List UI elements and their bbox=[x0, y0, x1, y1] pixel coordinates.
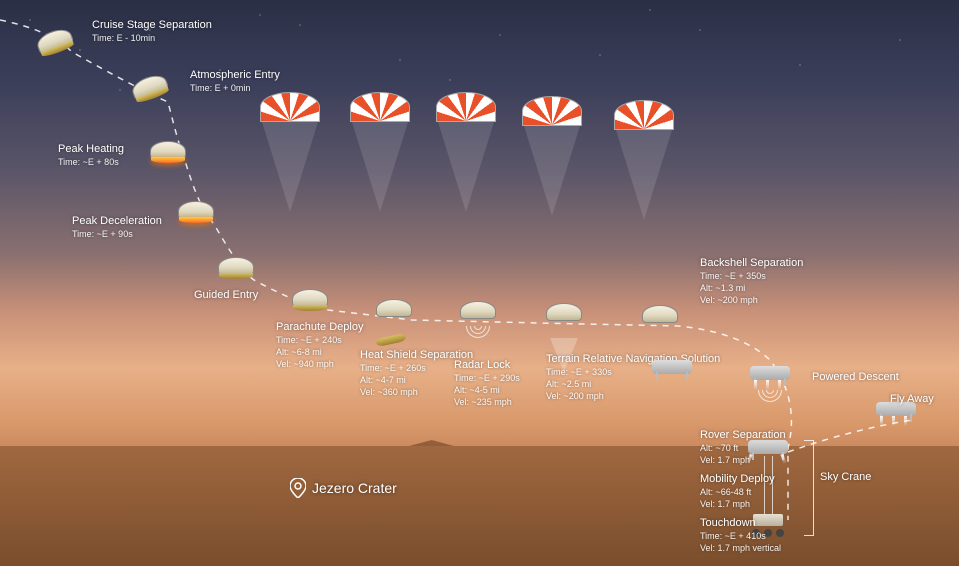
stage-detail: Alt: ~4-5 mi bbox=[454, 385, 520, 397]
stage-title: Guided Entry bbox=[194, 288, 258, 302]
stage-detail: Vel: ~940 mph bbox=[276, 359, 363, 371]
parachute-icon bbox=[260, 92, 320, 212]
stage-detail: Time: ~E + 350s bbox=[700, 271, 803, 283]
stage-detail: Vel: ~235 mph bbox=[454, 397, 520, 409]
stage-detail: Time: ~E + 410s bbox=[700, 531, 781, 543]
stage-label-chute: Parachute DeployTime: ~E + 240sAlt: ~6-8… bbox=[276, 320, 363, 370]
stage-title: Fly Away bbox=[890, 392, 934, 406]
stage-title: Peak Heating bbox=[58, 142, 124, 156]
capsule-icon bbox=[150, 141, 186, 163]
parachute-icon bbox=[350, 92, 410, 212]
stage-title: Backshell Separation bbox=[700, 256, 803, 270]
capsule-icon bbox=[376, 299, 412, 321]
lander-icon bbox=[650, 360, 694, 384]
stage-detail: Alt: ~70 ft bbox=[700, 443, 786, 455]
stage-label-roversep: Rover SeparationAlt: ~70 ftVel: 1.7 mph bbox=[700, 428, 786, 467]
stage-title: Radar Lock bbox=[454, 358, 520, 372]
stage-detail: Vel: 1.7 mph bbox=[700, 499, 775, 511]
stage-label-radar: Radar LockTime: ~E + 290sAlt: ~4-5 miVel… bbox=[454, 358, 520, 408]
stage-label-mobility: Mobility DeployAlt: ~66-48 ftVel: 1.7 mp… bbox=[700, 472, 775, 511]
stage-title: Powered Descent bbox=[812, 370, 899, 384]
stage-title: Peak Deceleration bbox=[72, 214, 162, 228]
stage-label-peakdec: Peak DecelerationTime: ~E + 90s bbox=[72, 214, 162, 241]
stage-title: Mobility Deploy bbox=[700, 472, 775, 486]
stage-label-flyaway: Fly Away bbox=[890, 392, 934, 407]
stage-detail: Vel: 1.7 mph bbox=[700, 455, 786, 467]
stage-detail: Alt: ~6-8 mi bbox=[276, 347, 363, 359]
stage-detail: Vel: ~200 mph bbox=[546, 391, 720, 403]
stage-label-entry: Atmospheric EntryTime: E + 0min bbox=[190, 68, 280, 95]
stage-detail: Time: ~E + 90s bbox=[72, 229, 162, 241]
skycrane-bracket bbox=[804, 440, 814, 536]
parachute-icon bbox=[436, 92, 496, 212]
radar-waves-icon bbox=[466, 326, 490, 342]
radar-waves-icon bbox=[758, 390, 782, 406]
stage-detail: Alt: ~1.3 mi bbox=[700, 283, 803, 295]
stage-label-guided: Guided Entry bbox=[194, 288, 258, 303]
stage-title: Atmospheric Entry bbox=[190, 68, 280, 82]
stage-label-cruise: Cruise Stage SeparationTime: E - 10min bbox=[92, 18, 212, 45]
stage-label-powered: Powered Descent bbox=[812, 370, 899, 385]
stage-label-trn: Terrain Relative Navigation SolutionTime… bbox=[546, 352, 720, 402]
capsule-icon bbox=[292, 289, 328, 311]
location-label: Jezero Crater bbox=[312, 480, 397, 496]
stage-label-skycrane: Sky Crane bbox=[820, 470, 871, 485]
parachute-icon bbox=[522, 96, 582, 216]
stage-title: Terrain Relative Navigation Solution bbox=[546, 352, 720, 366]
stage-detail: Alt: ~2.5 mi bbox=[546, 379, 720, 391]
capsule-icon bbox=[178, 201, 214, 223]
location-marker: Jezero Crater bbox=[290, 478, 397, 498]
map-pin-icon bbox=[290, 478, 306, 498]
stage-title: Rover Separation bbox=[700, 428, 786, 442]
stage-label-backsep: Backshell SeparationTime: ~E + 350sAlt: … bbox=[700, 256, 803, 306]
capsule-icon bbox=[546, 303, 582, 325]
capsule-icon bbox=[218, 257, 254, 279]
heatshield-icon bbox=[375, 333, 406, 347]
stage-detail: Time: ~E + 290s bbox=[454, 373, 520, 385]
stage-detail: Alt: ~66-48 ft bbox=[700, 487, 775, 499]
stage-title: Parachute Deploy bbox=[276, 320, 363, 334]
stage-detail: Vel: ~200 mph bbox=[700, 295, 803, 307]
stage-detail: Time: ~E + 80s bbox=[58, 157, 124, 169]
stage-detail: Time: ~E + 240s bbox=[276, 335, 363, 347]
stage-label-touchdown: TouchdownTime: ~E + 410sVel: 1.7 mph ver… bbox=[700, 516, 781, 555]
stage-label-peakheat: Peak HeatingTime: ~E + 80s bbox=[58, 142, 124, 169]
stage-title: Cruise Stage Separation bbox=[92, 18, 212, 32]
stage-detail: Time: E - 10min bbox=[92, 33, 212, 45]
stage-detail: Vel: 1.7 mph vertical bbox=[700, 543, 781, 555]
terrain-foreground bbox=[0, 446, 959, 566]
stage-title: Sky Crane bbox=[820, 470, 871, 484]
capsule-icon bbox=[642, 305, 678, 327]
descent-stage-icon bbox=[748, 366, 792, 390]
stage-title: Touchdown bbox=[700, 516, 781, 530]
stage-detail: Time: ~E + 330s bbox=[546, 367, 720, 379]
capsule-icon bbox=[460, 301, 496, 323]
parachute-icon bbox=[614, 100, 674, 220]
